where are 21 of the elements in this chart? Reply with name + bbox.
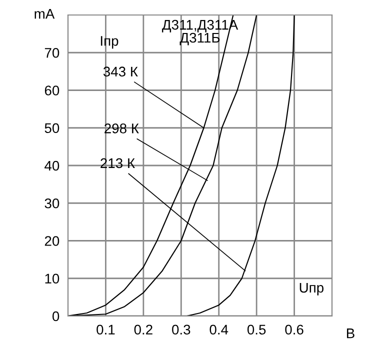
y-tick-label: 60	[44, 86, 60, 96]
x-tick-label: 0.1	[96, 324, 115, 335]
annotation: 298 К	[104, 124, 139, 134]
x-tick-label: 0.3	[172, 324, 190, 335]
annotation: 213 К	[100, 158, 135, 168]
y-axis-title: mA	[34, 9, 55, 19]
annotation: Uпр	[300, 282, 324, 296]
annotation: Iпр	[100, 36, 118, 49]
y-tick-label: 40	[44, 160, 60, 171]
x-tick-label: 0.5	[247, 324, 266, 335]
x-tick-label: 0.4	[210, 324, 228, 335]
x-tick-label: 0.2	[134, 324, 152, 335]
x-tick-label: 0.6	[285, 324, 304, 335]
y-tick-label: 0	[52, 311, 60, 322]
x-axis-title: В	[346, 328, 354, 338]
y-tick-label: 20	[44, 236, 60, 246]
y-tick-label: 30	[44, 198, 60, 208]
y-tick-label: 50	[44, 123, 60, 134]
annotation: 343 К	[103, 66, 138, 77]
y-tick-label: 70	[44, 48, 60, 58]
y-tick-label: 10	[45, 274, 60, 284]
